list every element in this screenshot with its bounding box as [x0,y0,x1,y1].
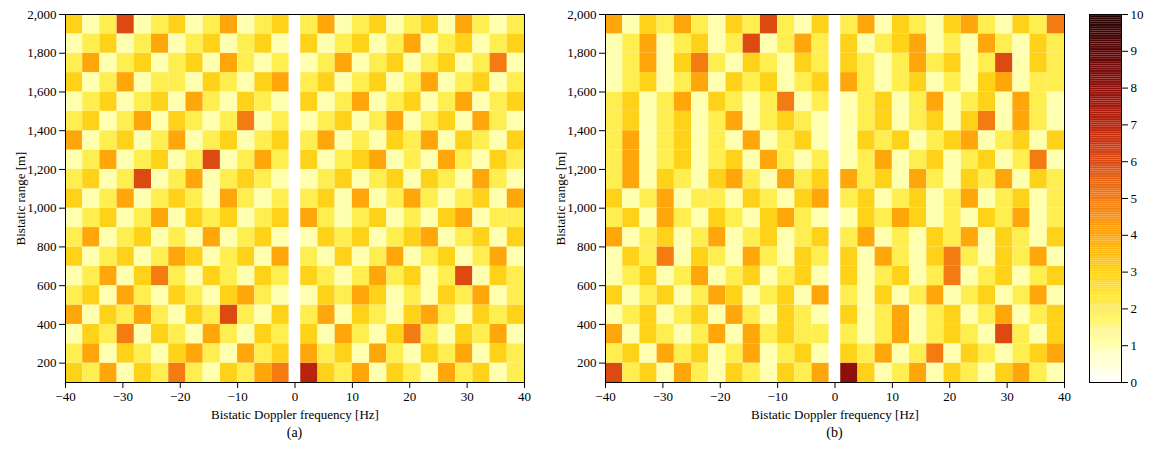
svg-text:0: 0 [1131,375,1138,390]
svg-text:Bistatic range [m]: Bistatic range [m] [553,152,568,246]
svg-text:1,400: 1,400 [27,123,56,138]
svg-text:3: 3 [1131,264,1138,279]
svg-text:600: 600 [577,278,597,293]
svg-text:1,000: 1,000 [567,200,596,215]
svg-text:20: 20 [403,389,416,404]
svg-text:−40: −40 [55,389,75,404]
svg-text:7: 7 [1131,117,1138,132]
svg-text:30: 30 [461,389,474,404]
svg-text:20: 20 [943,389,956,404]
svg-text:400: 400 [37,317,57,332]
svg-text:−10: −10 [227,389,247,404]
svg-text:2,000: 2,000 [27,7,56,22]
html-text:(a): (a) [286,425,303,440]
svg-text:800: 800 [577,239,597,254]
svg-text:0: 0 [292,389,299,404]
svg-text:1,200: 1,200 [567,162,596,177]
svg-text:10: 10 [1131,7,1144,22]
svg-text:−40: −40 [595,389,615,404]
svg-text:−20: −20 [710,389,730,404]
html-text:(b): (b) [826,425,843,440]
svg-text:1,600: 1,600 [567,84,596,99]
svg-text:5: 5 [1131,191,1138,206]
svg-text:−30: −30 [113,389,133,404]
svg-text:2,000: 2,000 [567,7,596,22]
svg-text:1,200: 1,200 [27,162,56,177]
svg-text:0: 0 [832,389,839,404]
svg-text:600: 600 [37,278,57,293]
svg-text:6: 6 [1131,154,1138,169]
svg-text:Bistatic Doppler frequency [Hz: Bistatic Doppler frequency [Hz] [211,407,379,422]
svg-text:200: 200 [37,355,57,370]
svg-text:Bistatic range [m]: Bistatic range [m] [13,152,28,246]
svg-text:−20: −20 [170,389,190,404]
svg-text:1,800: 1,800 [567,45,596,60]
svg-text:800: 800 [37,239,57,254]
svg-text:1,800: 1,800 [27,45,56,60]
svg-text:2: 2 [1131,301,1138,316]
svg-text:40: 40 [1058,389,1071,404]
svg-text:−10: −10 [767,389,787,404]
svg-text:30: 30 [1001,389,1014,404]
svg-text:4: 4 [1131,227,1138,242]
svg-text:400: 400 [577,317,597,332]
svg-text:9: 9 [1131,43,1138,58]
svg-text:Bistatic Doppler frequency [Hz: Bistatic Doppler frequency [Hz] [751,407,919,422]
svg-text:8: 8 [1131,80,1138,95]
svg-text:1,000: 1,000 [27,200,56,215]
svg-text:1,400: 1,400 [567,123,596,138]
svg-text:40: 40 [518,389,531,404]
svg-text:1,600: 1,600 [27,84,56,99]
svg-text:200: 200 [577,355,597,370]
svg-text:10: 10 [346,389,359,404]
svg-text:10: 10 [886,389,899,404]
svg-text:1: 1 [1131,338,1138,353]
svg-text:−30: −30 [653,389,673,404]
